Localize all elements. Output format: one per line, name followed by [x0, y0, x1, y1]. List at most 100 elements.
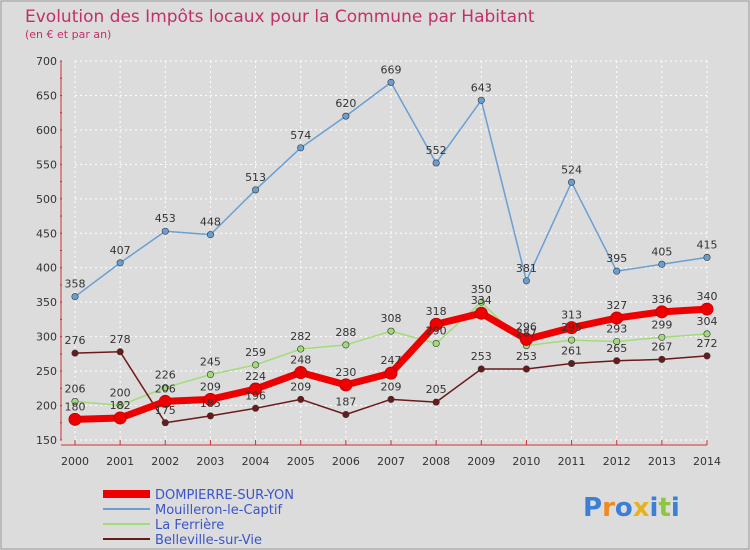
- data-point: [703, 330, 711, 338]
- data-label: 288: [335, 326, 356, 339]
- data-point: [342, 411, 350, 419]
- proxiti-logo: Proxiti: [583, 493, 680, 523]
- y-tick-label: 550: [36, 158, 57, 171]
- data-point: [613, 267, 621, 275]
- data-label: 448: [200, 216, 221, 229]
- data-point: [658, 333, 666, 341]
- data-point: [161, 227, 169, 235]
- data-label: 313: [561, 309, 582, 322]
- data-label: 259: [245, 346, 266, 359]
- data-label: 336: [651, 293, 672, 306]
- data-label: 358: [65, 278, 86, 291]
- data-point: [703, 352, 711, 360]
- legend-label: La Ferrière: [155, 518, 224, 533]
- x-tick-label: 2011: [558, 455, 586, 468]
- logo-letter: t: [658, 493, 670, 523]
- data-label: 209: [381, 380, 402, 393]
- data-label: 299: [651, 318, 672, 331]
- data-point: [387, 395, 395, 403]
- x-tick-label: 2005: [287, 455, 315, 468]
- data-label: 296: [516, 320, 537, 333]
- data-label: 453: [155, 212, 176, 225]
- data-label: 295: [561, 321, 582, 334]
- data-label: 182: [110, 399, 131, 412]
- x-tick-label: 2008: [422, 455, 450, 468]
- data-label: 340: [697, 290, 718, 303]
- data-label: 187: [335, 396, 356, 409]
- data-point: [700, 302, 714, 316]
- y-tick-label: 400: [36, 262, 57, 275]
- x-tick-label: 2006: [332, 455, 360, 468]
- data-label: 245: [200, 356, 221, 369]
- data-point: [252, 404, 260, 412]
- data-label: 318: [426, 305, 447, 318]
- data-point: [432, 159, 440, 167]
- data-point: [116, 259, 124, 267]
- data-point: [568, 336, 576, 344]
- data-point: [161, 419, 169, 427]
- data-label: 206: [65, 382, 86, 395]
- y-tick-label: 250: [36, 365, 57, 378]
- data-label: 669: [381, 63, 402, 76]
- logo-letter: x: [633, 493, 650, 523]
- x-tick-label: 2013: [648, 455, 676, 468]
- data-point: [161, 384, 169, 392]
- data-label: 513: [245, 171, 266, 184]
- data-label: 574: [290, 129, 311, 142]
- y-tick-label: 500: [36, 193, 57, 206]
- data-point: [432, 340, 440, 348]
- data-label: 395: [606, 252, 627, 265]
- data-label: 247: [381, 354, 402, 367]
- data-label: 253: [516, 350, 537, 363]
- data-point: [568, 178, 576, 186]
- x-tick-label: 2003: [196, 455, 224, 468]
- data-point: [297, 144, 305, 152]
- data-label: 304: [697, 315, 718, 328]
- data-label: 209: [290, 380, 311, 393]
- data-label: 552: [426, 144, 447, 157]
- data-label: 200: [110, 387, 131, 400]
- data-point: [477, 96, 485, 104]
- data-label: 196: [245, 389, 266, 402]
- data-label: 209: [200, 380, 221, 393]
- data-point: [342, 112, 350, 120]
- axes: 150 200 250 300 350 400 450 500 550 600 650 700 2000…: [36, 55, 721, 468]
- data-label: 287: [516, 327, 537, 340]
- data-point: [71, 397, 79, 405]
- logo-letter: i: [671, 493, 680, 523]
- x-tick-label: 2014: [693, 455, 721, 468]
- data-labels: 358 407 453 448 513 574 620 669 552 643 381 524 395 4…: [65, 63, 718, 416]
- data-label: 276: [65, 334, 86, 347]
- data-point: [655, 305, 669, 319]
- y-tick-label: 600: [36, 124, 57, 137]
- chart-title: Evolution des Impôts locaux pour la Comm…: [25, 7, 535, 27]
- data-point: [432, 398, 440, 406]
- data-point: [252, 186, 260, 194]
- y-tick-label: 200: [36, 400, 57, 413]
- data-point: [339, 378, 353, 392]
- series: [68, 78, 714, 427]
- data-label: 415: [697, 238, 718, 251]
- x-tick-label: 2001: [106, 455, 134, 468]
- data-point: [249, 382, 263, 396]
- data-label: 175: [155, 404, 176, 417]
- data-label: 224: [245, 370, 266, 383]
- data-label: 620: [335, 97, 356, 110]
- data-point: [203, 392, 217, 406]
- data-point: [206, 231, 214, 239]
- data-label: 261: [561, 345, 582, 358]
- data-label: 185: [200, 397, 221, 410]
- logo-letter: i: [650, 493, 659, 523]
- data-label: 327: [606, 299, 627, 312]
- y-tick-label: 450: [36, 227, 57, 240]
- data-point: [565, 321, 579, 335]
- data-label: 282: [290, 330, 311, 343]
- data-label: 381: [516, 262, 537, 275]
- data-point: [658, 260, 666, 268]
- y-tick-label: 650: [36, 89, 57, 102]
- data-point: [158, 394, 172, 408]
- data-point: [206, 412, 214, 420]
- data-point: [522, 277, 530, 285]
